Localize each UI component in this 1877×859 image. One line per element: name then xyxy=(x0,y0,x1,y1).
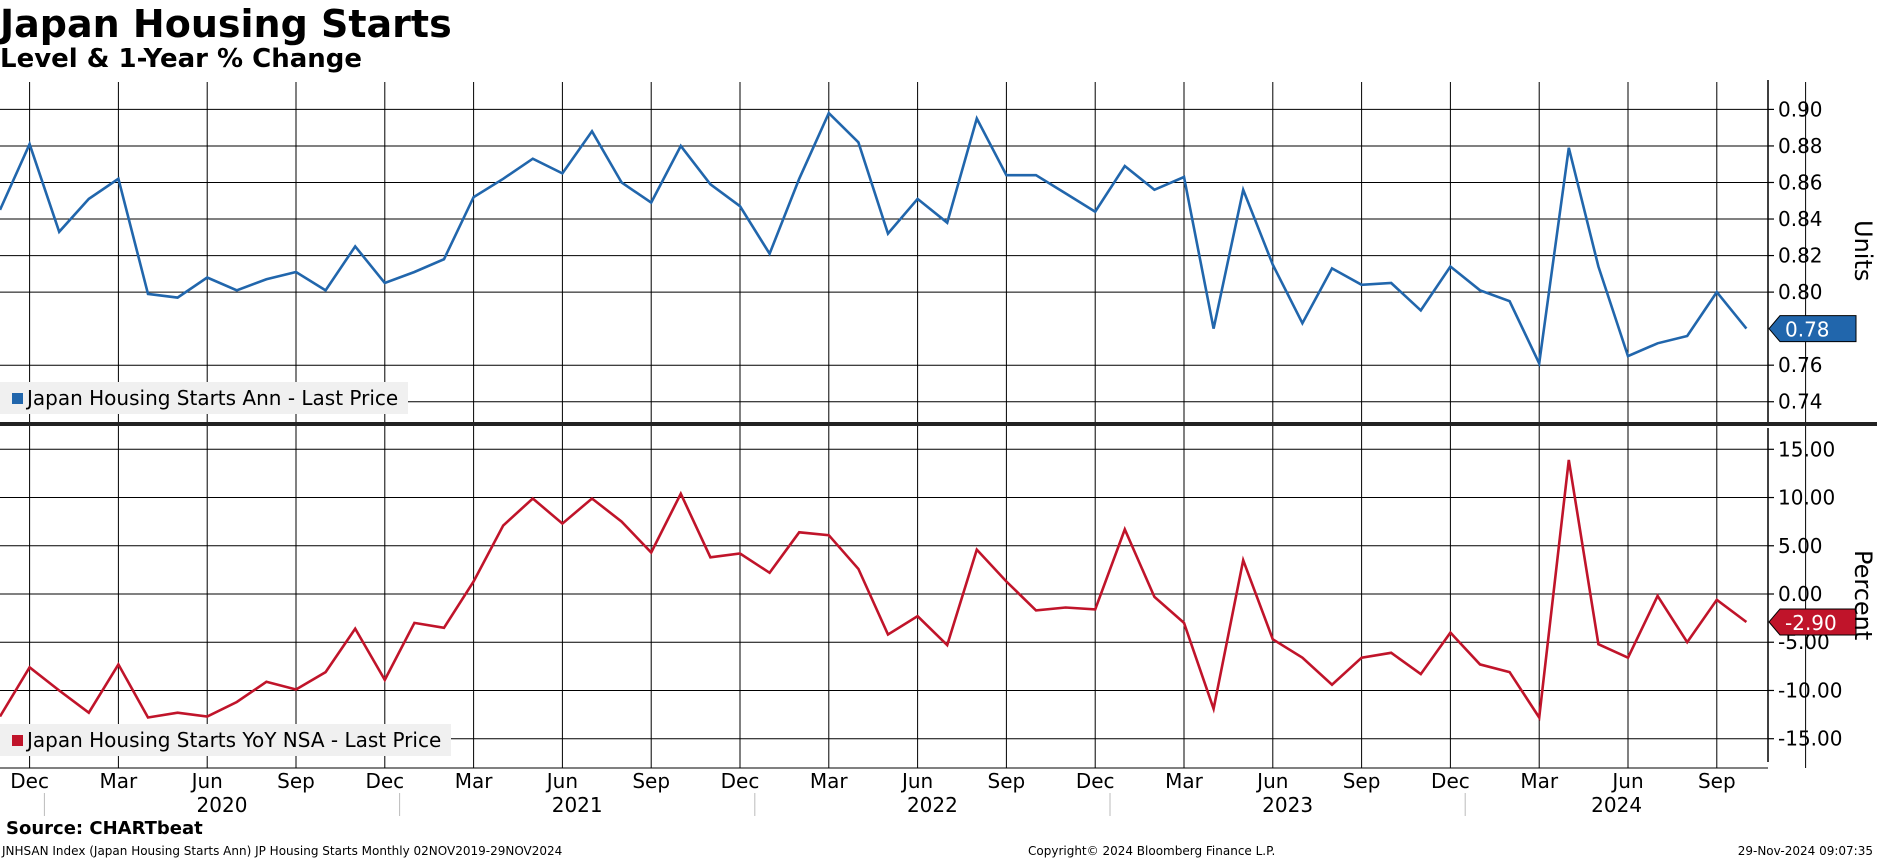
yoy-ytick-label: 10.00 xyxy=(1778,486,1835,510)
x-month-label: Mar xyxy=(1165,769,1204,793)
level-series-line xyxy=(0,110,1748,368)
x-year-label: 2020 xyxy=(197,793,248,817)
x-month-label: Jun xyxy=(545,769,578,793)
legend-level: Japan Housing Starts Ann - Last Price xyxy=(0,382,409,414)
yoy-series-line xyxy=(0,459,1748,722)
x-year-label: 2021 xyxy=(552,793,603,817)
source-label: Source: CHARTbeat xyxy=(6,818,203,839)
x-month-label: Sep xyxy=(277,769,315,793)
x-month-label: Mar xyxy=(100,769,139,793)
level-ytick-label: 0.76 xyxy=(1778,353,1823,377)
footer-description: JNHSAN Index (Japan Housing Starts Ann) … xyxy=(2,844,563,858)
x-month-label: Sep xyxy=(1698,769,1736,793)
y-axis-title-units: Units xyxy=(1849,220,1877,282)
x-month-label: Jun xyxy=(1610,769,1643,793)
level-ytick-label: 0.84 xyxy=(1778,207,1823,231)
x-month-label: Jun xyxy=(900,769,933,793)
x-month-label: Dec xyxy=(721,769,760,793)
yoy-last-value-label: -2.90 xyxy=(1785,611,1837,635)
x-year-label: 2022 xyxy=(907,793,958,817)
level-ytick-label: 0.86 xyxy=(1778,170,1823,194)
x-year-label: 2024 xyxy=(1591,793,1642,817)
yoy-ytick-label: 5.00 xyxy=(1778,534,1823,558)
legend-yoy-label: Japan Housing Starts YoY NSA - Last Pric… xyxy=(27,728,442,752)
level-last-value-label: 0.78 xyxy=(1785,318,1830,342)
level-ytick-label: 0.90 xyxy=(1778,97,1823,121)
x-year-label: 2023 xyxy=(1262,793,1313,817)
level-ytick-label: 0.82 xyxy=(1778,244,1823,268)
x-month-label: Dec xyxy=(1431,769,1470,793)
yoy-ytick-label: 0.00 xyxy=(1778,582,1823,606)
footer-copyright: Copyright© 2024 Bloomberg Finance L.P. xyxy=(1028,844,1276,858)
yoy-ytick-label: -10.00 xyxy=(1778,678,1842,702)
x-month-label: Dec xyxy=(1076,769,1115,793)
x-month-label: Dec xyxy=(365,769,404,793)
level-ytick-label: 0.74 xyxy=(1778,390,1823,414)
x-month-label: Sep xyxy=(1343,769,1381,793)
yoy-ytick-label: -15.00 xyxy=(1778,727,1842,751)
x-month-label: Sep xyxy=(988,769,1026,793)
legend-yoy: Japan Housing Starts YoY NSA - Last Pric… xyxy=(0,724,452,756)
series-layer xyxy=(0,110,1748,722)
level-ytick-label: 0.88 xyxy=(1778,134,1823,158)
yoy-last-value-tag xyxy=(1768,608,1857,636)
x-month-label: Jun xyxy=(190,769,223,793)
x-month-label: Mar xyxy=(1520,769,1559,793)
legend-level-label: Japan Housing Starts Ann - Last Price xyxy=(27,386,399,410)
chart-title: Japan Housing Starts xyxy=(0,2,452,46)
x-month-label: Sep xyxy=(632,769,670,793)
x-month-label: Dec xyxy=(10,769,49,793)
chart-subtitle: Level & 1-Year % Change xyxy=(0,44,363,74)
legend-yoy-swatch xyxy=(12,735,23,746)
y-axis-title-percent: Percent xyxy=(1849,550,1877,641)
legend-level-swatch xyxy=(12,393,23,404)
x-month-label: Jun xyxy=(1255,769,1288,793)
x-month-label: Mar xyxy=(810,769,849,793)
x-month-label: Mar xyxy=(455,769,494,793)
level-ytick-label: 0.80 xyxy=(1778,280,1823,304)
footer-date: 29-Nov-2024 09:07:35 xyxy=(1737,844,1873,858)
yoy-ytick-label: 15.00 xyxy=(1778,437,1835,461)
axis-layer: 0.90 0.88 0.86 0.84 0.82 0.80 0.76 0.74 0.78 15.0… xyxy=(0,80,1877,817)
level-last-value-tag xyxy=(1768,315,1857,343)
